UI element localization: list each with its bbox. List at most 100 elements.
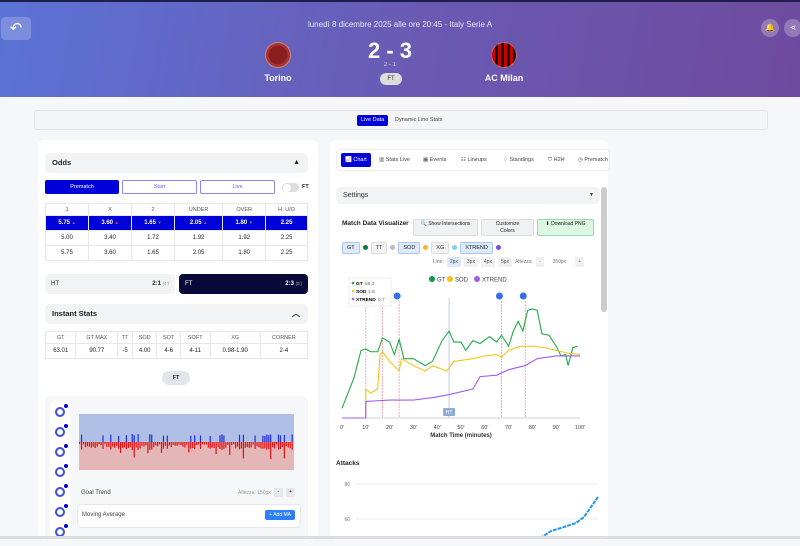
goal-ball-icon <box>518 291 528 301</box>
positive-bar <box>277 434 280 442</box>
toggle-sod[interactable]: SOD <box>398 241 421 254</box>
chart-icon: 📈 <box>345 157 354 163</box>
color-dot-icon[interactable] <box>452 245 458 250</box>
color-dot-icon[interactable] <box>362 245 368 250</box>
negative-bar <box>287 442 289 448</box>
undo-icon[interactable]: ↶ <box>1 17 31 40</box>
line-width-4px[interactable]: 4px <box>480 257 496 267</box>
negative-bar <box>123 442 126 448</box>
line-width-5px[interactable]: 5px <box>498 257 513 267</box>
tab-standings[interactable]: ♢ Standings <box>499 153 538 167</box>
legend-label: XTREND <box>482 278 507 284</box>
prematch-button[interactable]: Prematch <box>45 180 119 194</box>
odds-row-selected[interactable]: 5.75 ▲ 3.60 ▲ 1.65 ▼ 2.05 ▲ 1.80 ▼ 2.25 <box>45 215 308 231</box>
negative-bar <box>160 442 163 453</box>
customize-colors-button[interactable]: Customize Colors <box>481 219 534 236</box>
positive-bar <box>219 435 221 442</box>
download-icon: ⬇ <box>545 221 550 227</box>
negative-bar <box>264 442 266 449</box>
negative-bar <box>121 442 124 448</box>
ht-card[interactable]: HT 2:1 (4') <box>45 274 175 294</box>
col-header: SOT <box>156 331 181 344</box>
negative-bar <box>275 442 278 445</box>
tab-chart[interactable]: 📈 Chart <box>341 153 371 167</box>
chart-line-icon[interactable] <box>55 404 68 417</box>
ft-filter-button[interactable]: FT <box>162 371 190 385</box>
odds-cell: 5.75 <box>58 220 71 226</box>
negative-bar <box>235 442 237 449</box>
x-tick-label: 90' <box>553 425 560 431</box>
color-dot-icon[interactable] <box>423 245 429 250</box>
image-icon[interactable] <box>55 484 68 497</box>
tab-stats-live[interactable]: ▥ Stats Live <box>375 153 414 167</box>
toggle-xg[interactable]: XG <box>431 241 450 254</box>
stat-value: 4-6 <box>156 343 181 359</box>
tab-live-data[interactable]: Live Data <box>357 115 389 126</box>
line-width-3px[interactable]: 3px <box>463 257 478 267</box>
height-minus-button[interactable]: - <box>274 488 283 497</box>
negative-bar <box>155 442 157 446</box>
add-ma-button[interactable]: + Add MA <box>265 510 295 520</box>
positive-bar <box>264 435 266 442</box>
negative-bar <box>151 442 153 450</box>
negative-bar <box>201 442 204 445</box>
negative-bar <box>188 442 190 453</box>
toggle-xtrend[interactable]: XTREND <box>460 241 493 254</box>
live-button[interactable]: Live <box>200 180 275 194</box>
circle-icon[interactable] <box>55 504 68 517</box>
series-line-xtrend <box>342 355 580 419</box>
download-png-label: Download PNG <box>551 221 586 227</box>
odds-row[interactable]: 5.00 3.40 1.72 1.92 1.92 2.25 <box>45 230 308 246</box>
caret-down-icon[interactable]: ▼ <box>589 192 594 198</box>
positive-bar <box>223 435 225 442</box>
positive-bar <box>268 435 270 442</box>
negative-bar <box>285 442 287 447</box>
start-button[interactable]: Start <box>122 180 197 194</box>
users-icon[interactable] <box>55 444 68 457</box>
bell-icon[interactable]: 🔔 <box>761 19 779 37</box>
notification-dot <box>64 424 68 428</box>
height-plus-button[interactable]: + <box>575 257 585 267</box>
settings-header[interactable]: Settings ▼ <box>336 187 600 204</box>
color-dot-icon[interactable] <box>495 245 501 250</box>
h2h-icon: ⛉ <box>548 157 554 163</box>
target-icon[interactable] <box>55 424 68 437</box>
x-tick-label: 80' <box>529 425 536 431</box>
height-plus-button[interactable]: + <box>286 488 295 497</box>
stats-icon: ▥ <box>379 157 386 163</box>
tab-lineups[interactable]: ☷ Lineups <box>457 153 491 167</box>
negative-bar <box>176 442 178 446</box>
instant-stats-header[interactable]: Instant Stats ︿ <box>45 304 308 324</box>
toggle-gt[interactable]: GT <box>342 241 360 254</box>
negative-bar <box>238 442 241 450</box>
positive-bar <box>221 434 223 442</box>
height-minus-button[interactable]: - <box>535 257 544 267</box>
away-team: AC Milan <box>484 73 524 83</box>
odds-row[interactable]: 5.75 3.60 1.65 2.05 1.80 2.25 <box>45 245 308 261</box>
odds-cell: 1.92 <box>173 230 224 246</box>
download-png-button[interactable]: ⬇ Download PNG <box>537 219 594 236</box>
radar-icon[interactable] <box>55 464 68 477</box>
tab-label: Events <box>429 157 447 163</box>
ft-toggle[interactable] <box>282 183 299 192</box>
x-tick-label: 50' <box>457 425 464 431</box>
scrollbar[interactable] <box>601 187 607 312</box>
tab-events[interactable]: ▦ Events <box>419 153 451 167</box>
stat-value: 4.00 <box>131 343 158 359</box>
tab-dynamic-line-stats[interactable]: Dynamic Line Stats <box>395 117 443 123</box>
tab-h2h[interactable]: ⛉ H2H <box>544 153 569 167</box>
color-dot-icon[interactable] <box>390 245 396 250</box>
chevron-up-icon[interactable]: ︿ <box>292 309 300 318</box>
toggle-tt[interactable]: TT <box>370 241 388 254</box>
odds-header[interactable]: Odds ▲ <box>45 153 308 173</box>
collapse-icon[interactable]: ▲ <box>293 159 300 166</box>
positive-bar <box>283 434 285 442</box>
x-tick-label: 60' <box>481 425 488 431</box>
share-icon[interactable]: ⋖ <box>784 19 800 37</box>
tab-prematch[interactable]: ◷ Prematch <box>574 153 609 167</box>
line-width-2px[interactable]: 2px <box>446 257 461 267</box>
positive-bar <box>151 434 153 442</box>
show-intersections-button[interactable]: 🔍 Show Intersections <box>413 219 478 236</box>
tooltip-value: 58.3 <box>365 281 375 287</box>
ft-card[interactable]: FT 2:3 (5') <box>179 274 308 294</box>
